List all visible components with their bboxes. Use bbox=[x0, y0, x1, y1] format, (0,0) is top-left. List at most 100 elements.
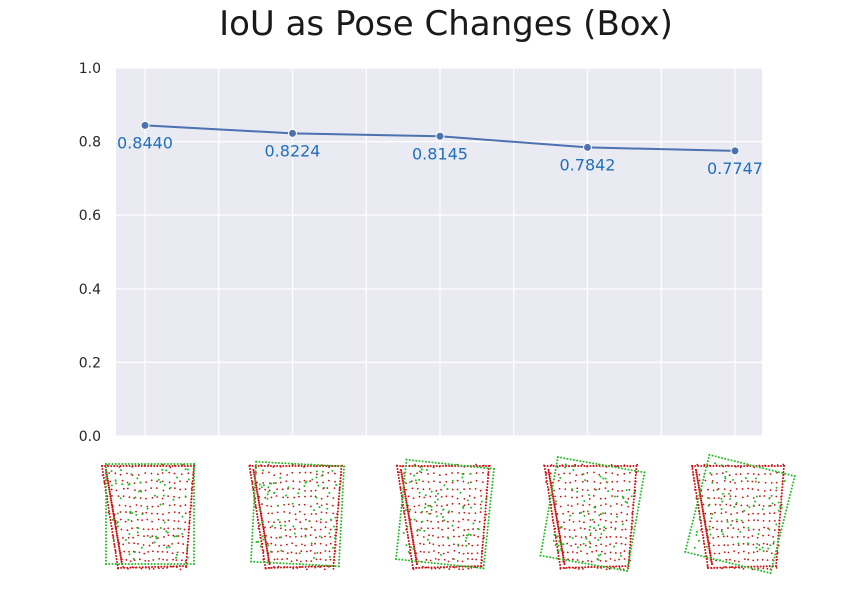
cloud-point bbox=[320, 565, 323, 568]
cloud-point bbox=[775, 547, 778, 550]
cloud-point bbox=[398, 529, 401, 532]
cloud-point bbox=[422, 543, 425, 546]
cloud-point bbox=[599, 528, 601, 530]
cloud-point bbox=[432, 550, 435, 552]
cloud-point bbox=[558, 534, 561, 537]
cloud-point bbox=[735, 503, 737, 506]
cloud-point bbox=[451, 510, 453, 513]
cloud-point bbox=[118, 547, 121, 550]
cloud-point bbox=[320, 504, 323, 507]
cloud-point bbox=[695, 495, 698, 497]
cloud-point bbox=[544, 471, 547, 473]
cloud-point bbox=[621, 495, 624, 498]
cloud-point bbox=[285, 534, 288, 537]
cloud-point bbox=[409, 472, 412, 475]
cloud-point bbox=[684, 550, 687, 553]
cloud-point bbox=[186, 468, 189, 471]
cloud-point bbox=[402, 532, 405, 535]
cloud-point bbox=[274, 461, 277, 464]
cloud-point bbox=[402, 465, 405, 467]
cloud-point bbox=[273, 558, 276, 561]
cloud-point bbox=[548, 503, 551, 506]
cloud-point bbox=[434, 495, 437, 498]
cloud-point bbox=[712, 557, 715, 560]
cloud-point bbox=[741, 510, 744, 513]
cloud-point bbox=[593, 471, 595, 474]
y-axis-ticks: 0.00.20.40.60.81.0 bbox=[79, 61, 101, 445]
cloud-point bbox=[315, 513, 317, 515]
cloud-point bbox=[756, 550, 759, 553]
cloud-point bbox=[431, 534, 434, 537]
cloud-point bbox=[115, 489, 118, 492]
cloud-point bbox=[616, 515, 619, 518]
cloud-point bbox=[757, 489, 760, 491]
cloud-point bbox=[775, 489, 778, 492]
cloud-point bbox=[598, 514, 601, 517]
cloud-point bbox=[263, 465, 266, 467]
cloud-point bbox=[780, 495, 783, 498]
cloud-point bbox=[407, 540, 410, 542]
pose-thumbnail bbox=[395, 458, 495, 571]
cloud-point bbox=[193, 466, 195, 469]
cloud-point bbox=[544, 474, 547, 476]
cloud-point bbox=[291, 471, 294, 474]
cloud-point bbox=[279, 527, 282, 530]
cloud-point bbox=[114, 482, 117, 485]
cloud-point bbox=[438, 567, 441, 570]
cloud-point bbox=[442, 566, 445, 569]
cloud-point bbox=[162, 503, 165, 505]
cloud-point bbox=[762, 505, 765, 507]
cloud-point bbox=[288, 520, 291, 522]
cloud-point bbox=[114, 463, 117, 465]
cloud-point bbox=[580, 550, 582, 553]
cloud-point bbox=[105, 521, 107, 524]
cloud-point bbox=[731, 519, 734, 522]
cloud-point bbox=[782, 474, 785, 477]
cloud-point bbox=[693, 546, 696, 549]
cloud-point bbox=[697, 484, 700, 487]
cloud-point bbox=[702, 478, 705, 481]
cloud-point bbox=[563, 472, 566, 475]
cloud-point bbox=[185, 558, 188, 561]
cloud-point bbox=[111, 506, 114, 509]
cloud-point bbox=[618, 565, 621, 568]
cloud-point bbox=[708, 525, 711, 528]
cloud-point bbox=[193, 485, 195, 488]
cloud-point bbox=[432, 472, 435, 475]
cloud-point bbox=[405, 503, 408, 506]
cloud-point bbox=[554, 537, 557, 539]
cloud-point bbox=[623, 472, 626, 475]
cloud-point bbox=[437, 536, 440, 539]
cloud-point bbox=[711, 454, 714, 457]
cloud-point bbox=[423, 529, 426, 532]
cloud-point bbox=[626, 566, 629, 569]
cloud-point bbox=[282, 465, 285, 467]
cloud-point bbox=[736, 460, 739, 463]
cloud-point bbox=[168, 511, 170, 514]
cloud-point bbox=[621, 490, 624, 492]
cloud-point bbox=[258, 528, 261, 530]
cloud-point bbox=[541, 541, 544, 544]
cloud-point bbox=[553, 506, 556, 509]
cloud-point bbox=[481, 546, 484, 549]
cloud-point bbox=[111, 508, 114, 511]
cloud-point bbox=[339, 465, 342, 468]
cloud-point bbox=[741, 496, 744, 499]
cloud-point bbox=[588, 529, 591, 531]
cloud-point bbox=[571, 560, 574, 563]
cloud-point bbox=[147, 566, 150, 569]
cloud-point bbox=[134, 496, 137, 499]
cloud-point bbox=[707, 541, 710, 544]
cloud-point bbox=[112, 512, 115, 515]
cloud-point bbox=[119, 554, 122, 557]
cloud-point bbox=[270, 496, 273, 499]
cloud-point bbox=[779, 513, 782, 516]
cloud-point bbox=[468, 495, 471, 497]
cloud-point bbox=[579, 543, 582, 546]
cloud-point bbox=[588, 503, 591, 506]
cloud-point bbox=[723, 488, 726, 491]
cloud-point bbox=[169, 565, 172, 568]
cloud-point bbox=[576, 551, 579, 554]
cloud-point bbox=[167, 544, 170, 547]
cloud-point bbox=[571, 558, 574, 561]
